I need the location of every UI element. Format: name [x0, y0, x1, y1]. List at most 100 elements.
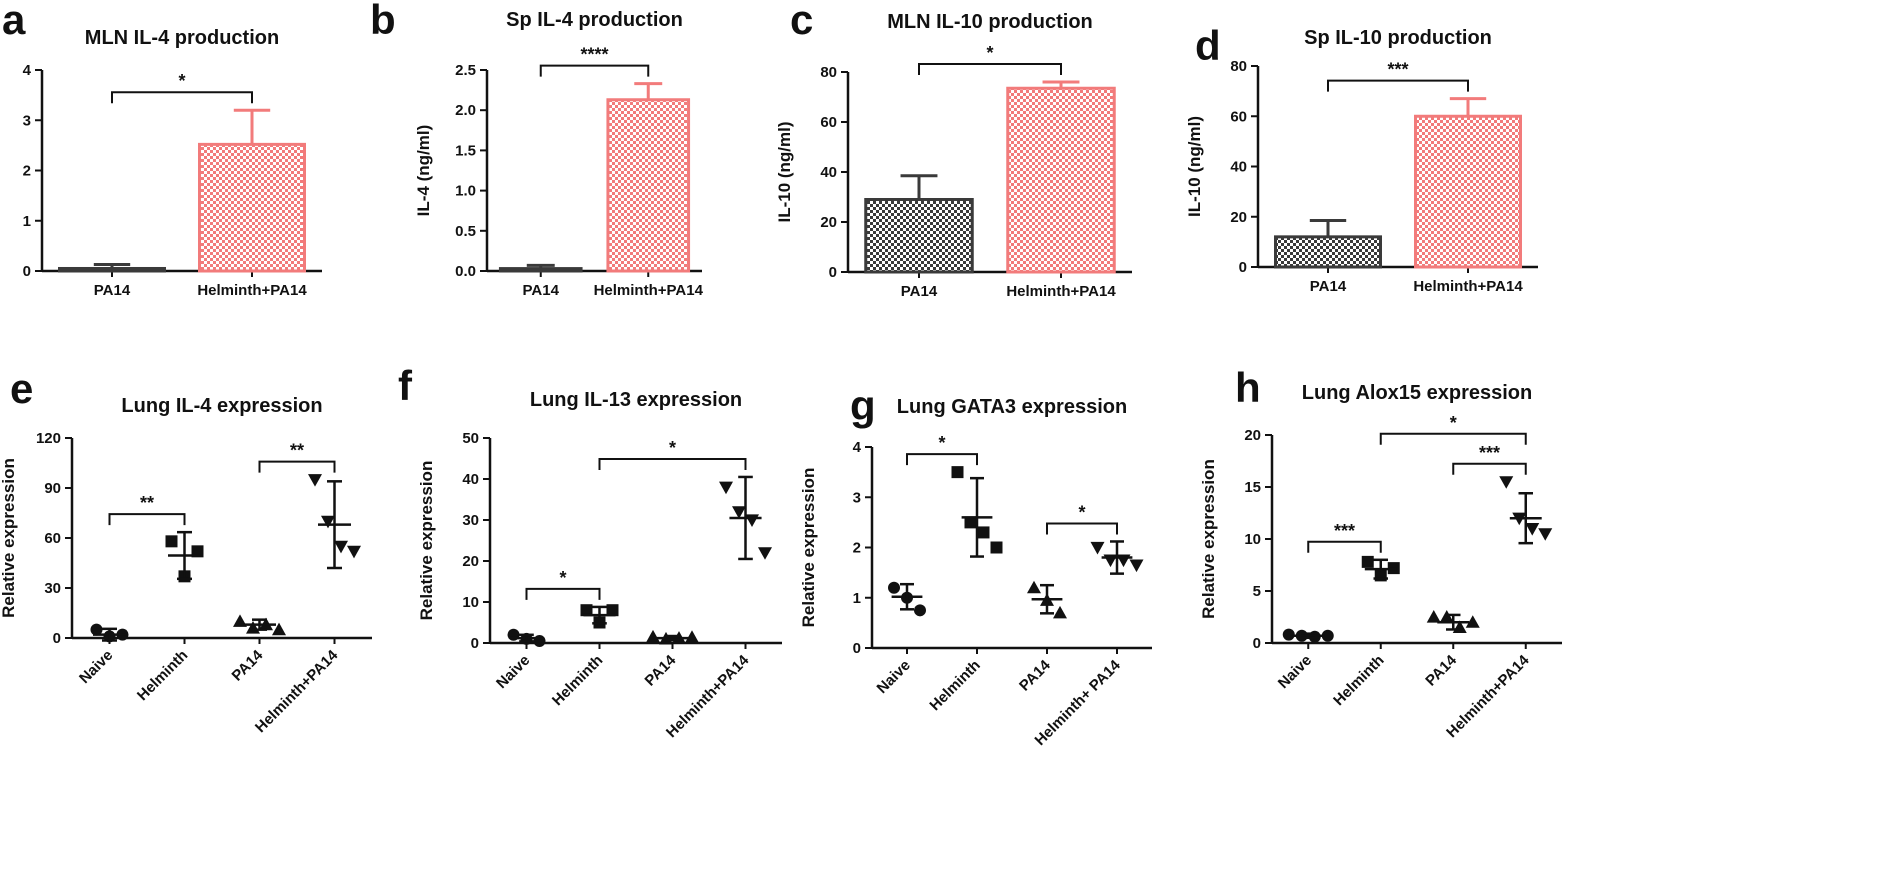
- point: [246, 621, 260, 634]
- y-tick-label: 40: [820, 164, 837, 181]
- x-tick-label: Helminth+PA14: [252, 646, 342, 736]
- y-tick-label: 20: [462, 553, 479, 570]
- point: [977, 526, 990, 539]
- point: [1053, 605, 1067, 619]
- significance-bracket: [1046, 522, 1118, 535]
- panel-letter: g: [850, 382, 876, 429]
- x-tick-label: Naive: [76, 647, 116, 687]
- y-tick-label: 20: [820, 214, 837, 231]
- panel-letter: c: [790, 0, 813, 43]
- x-tick-label: Naive: [493, 652, 533, 692]
- y-tick-label: 0: [1253, 635, 1261, 652]
- x-tick-label: Helminth: [134, 647, 191, 704]
- point: [1321, 629, 1334, 642]
- panel-letter: e: [10, 365, 33, 412]
- panel-letter: d: [1195, 22, 1221, 69]
- y-axis-label: Relative expression: [0, 458, 18, 618]
- bar: [198, 142, 306, 273]
- y-tick-label: 0: [471, 635, 479, 652]
- significance-bracket: [111, 91, 253, 104]
- y-tick-label: 20: [1244, 427, 1261, 444]
- significance-bracket: [1327, 79, 1469, 92]
- significance-label: ***: [1334, 521, 1355, 541]
- y-tick-label: 3: [23, 112, 31, 129]
- panel: d Sp IL-10 production IL-10 (ng/ml) 0 20 40 60…: [1185, 22, 1538, 295]
- panel: f Lung IL-13 expression Relative expressio…: [398, 362, 782, 741]
- y-tick-label: 80: [820, 64, 837, 81]
- y-tick-label: 40: [1230, 159, 1247, 176]
- bar: [606, 98, 691, 273]
- x-tick-label: PA14: [901, 283, 938, 300]
- bar: [58, 266, 166, 273]
- y-tick-label: 0.5: [455, 223, 476, 240]
- panel: b Sp IL-4 production IL-4 (ng/ml) 0.0 0.5 1.0…: [370, 0, 704, 299]
- bar: [1006, 86, 1116, 274]
- y-tick-label: 4: [853, 439, 862, 456]
- point: [606, 604, 619, 617]
- significance-label: ***: [1479, 443, 1500, 463]
- point: [272, 622, 286, 636]
- y-tick-label: 0: [829, 264, 837, 281]
- point: [580, 604, 593, 617]
- x-tick-label: PA14: [1310, 278, 1347, 295]
- y-tick-label: 1.5: [455, 142, 476, 159]
- y-tick-label: 2: [23, 163, 31, 180]
- point: [732, 506, 746, 519]
- significance-bracket: [525, 587, 601, 600]
- point: [990, 541, 1003, 554]
- y-tick-label: 0: [23, 263, 31, 280]
- y-tick-label: 120: [36, 430, 61, 447]
- significance-label: *: [559, 568, 566, 588]
- panel: h Lung Alox15 expression Relative expressi…: [1199, 364, 1562, 741]
- x-tick-label: Helminth: [549, 652, 606, 709]
- point: [533, 634, 546, 647]
- bar: [498, 267, 583, 273]
- point: [1282, 628, 1295, 641]
- point: [1090, 541, 1105, 555]
- point: [685, 630, 699, 643]
- significance-bracket: [108, 513, 186, 526]
- y-axis-label: Relative expression: [799, 468, 818, 628]
- y-tick-label: 80: [1230, 58, 1247, 75]
- x-tick-label: Helminth+PA14: [1006, 283, 1116, 300]
- panel: e Lung IL-4 expression Relative expression…: [0, 365, 372, 736]
- panel-letter: a: [2, 0, 26, 43]
- y-tick-label: 50: [462, 430, 479, 447]
- significance-label: ***: [1387, 60, 1408, 80]
- x-tick-label: Naive: [1275, 652, 1315, 692]
- chart-title: Sp IL-10 production: [1304, 27, 1492, 49]
- point: [347, 545, 361, 559]
- point: [321, 515, 335, 529]
- y-tick-label: 30: [44, 580, 61, 597]
- y-tick-label: 60: [820, 114, 837, 131]
- point: [1499, 476, 1514, 489]
- significance-label: *: [669, 438, 676, 458]
- significance-bracket: [258, 460, 336, 473]
- significance-bracket: [906, 453, 978, 466]
- point: [914, 604, 926, 617]
- significance-label: *: [986, 43, 993, 63]
- y-tick-label: 1.0: [455, 183, 476, 200]
- y-tick-label: 1: [853, 590, 861, 607]
- x-tick-label: PA14: [229, 646, 267, 684]
- significance-label: ****: [580, 45, 608, 65]
- y-tick-label: 0: [853, 640, 861, 657]
- chart-title: Lung Alox15 expression: [1302, 382, 1532, 404]
- y-axis-label: IL-4 (ng/ml): [414, 125, 433, 217]
- point: [1538, 528, 1553, 541]
- panel: g Lung GATA3 expression Relative expressio…: [799, 382, 1152, 749]
- x-tick-label: Helminth: [926, 657, 983, 714]
- significance-label: *: [1450, 413, 1457, 433]
- point: [964, 516, 977, 529]
- significance-label: *: [1078, 502, 1085, 522]
- y-tick-label: 90: [44, 480, 61, 497]
- point: [1439, 610, 1454, 623]
- significance-bracket: [1379, 432, 1527, 445]
- x-tick-label: Helminth: [1330, 652, 1387, 709]
- x-tick-label: Helminth+PA14: [1413, 278, 1523, 295]
- y-tick-label: 0.0: [455, 263, 476, 280]
- y-tick-label: 20: [1230, 209, 1247, 226]
- x-tick-label: PA14: [1422, 651, 1460, 689]
